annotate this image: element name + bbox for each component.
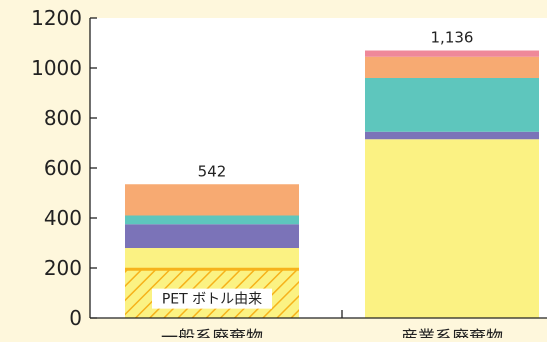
- pet-bottle-label-box: [152, 288, 272, 309]
- bar-segment: [125, 224, 299, 248]
- bar-total-label: 1,136: [431, 29, 474, 47]
- bar-segment: [125, 215, 299, 225]
- labels-layer: PET ボトル由来 542 1,136: [152, 29, 473, 309]
- bar-total-label: 542: [198, 162, 227, 180]
- y-tick-label: 600: [44, 156, 82, 180]
- x-category-label: 一般系廃棄物: [161, 328, 263, 338]
- bar-segment: [365, 50, 539, 57]
- y-tick-label: 1000: [31, 56, 82, 80]
- y-tick-label: 1200: [31, 6, 82, 30]
- bar-segment: [365, 56, 539, 78]
- y-tick-label: 800: [44, 106, 82, 130]
- y-tick-label: 0: [69, 306, 82, 330]
- pet-bottle-label: PET ボトル由来: [162, 292, 262, 308]
- y-tick-label: 400: [44, 206, 82, 230]
- bar-segment: [365, 139, 539, 318]
- x-category-label: 産業系廃棄物: [401, 328, 503, 338]
- bar-segment: [125, 184, 299, 216]
- bar-segment: [365, 131, 539, 140]
- y-tick-label: 200: [44, 256, 82, 280]
- bar-segment: [365, 78, 539, 132]
